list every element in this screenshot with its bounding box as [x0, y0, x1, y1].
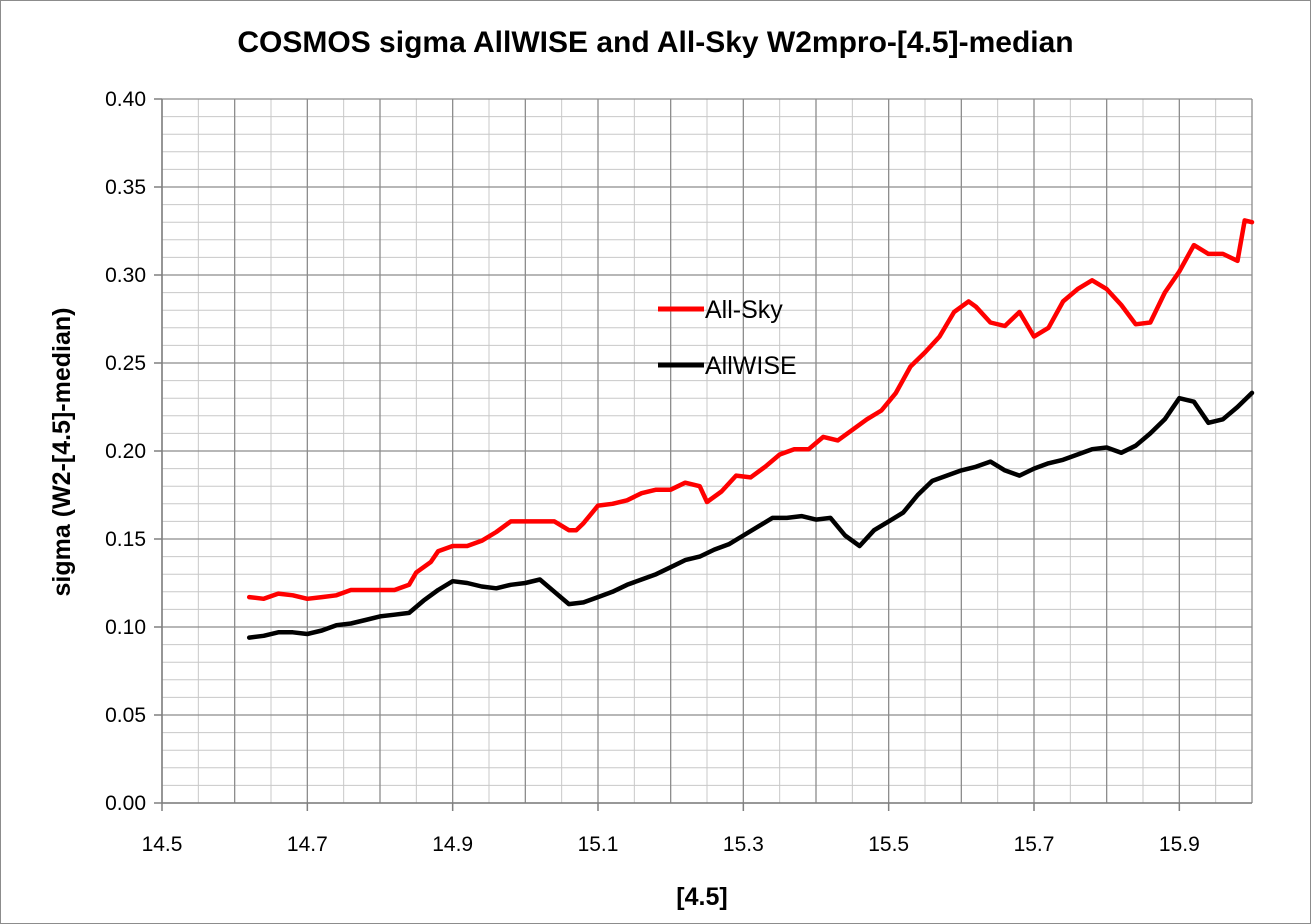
y-tick-labels: 0.00 0.05 0.10 0.15 0.20 0.25 0.30 0.35 0.40: [105, 88, 146, 815]
y-tick-label: 0.15: [105, 528, 146, 551]
y-tick-label: 0.05: [105, 704, 146, 727]
y-axis-title: sigma (W2-[4.5]-median): [48, 308, 76, 597]
legend-label-allwise: AllWISE: [705, 352, 797, 380]
chart-title: COSMOS sigma AllWISE and All-Sky W2mpro-…: [237, 26, 1074, 59]
legend-label-all-sky: All-Sky: [705, 296, 783, 324]
x-tick-label: 14.7: [287, 833, 328, 856]
y-tick-label: 0.30: [105, 264, 146, 287]
x-tick-label: 15.9: [1159, 833, 1200, 856]
major-gridlines: [161, 98, 1253, 804]
x-tick-label: 14.9: [432, 833, 473, 856]
y-tick-label: 0.10: [105, 616, 146, 639]
x-tick-label: 15.1: [578, 833, 619, 856]
y-tick-label: 0.35: [105, 176, 146, 199]
x-tick-label: 14.5: [142, 833, 183, 856]
x-tick-label: 15.5: [868, 833, 909, 856]
series-line-allwise: [246, 390, 1255, 640]
y-tick-label: 0.20: [105, 440, 146, 463]
x-tick-label: 15.7: [1014, 833, 1055, 856]
series-layer: [246, 218, 1255, 640]
y-tick-label: 0.00: [105, 792, 146, 815]
x-tick-label: 15.3: [723, 833, 764, 856]
axes: [154, 98, 1252, 811]
y-tick-label: 0.25: [105, 352, 146, 375]
y-tick-label: 0.40: [105, 88, 146, 111]
legend: All-Sky AllWISE: [658, 296, 797, 380]
series-line-all-sky: [246, 218, 1255, 602]
x-axis-title: [4.5]: [676, 883, 727, 911]
minor-gridlines: [162, 99, 1252, 803]
x-tick-labels: 14.5 14.7 14.9 15.1 15.3 15.5 15.7 15.9: [142, 833, 1200, 856]
